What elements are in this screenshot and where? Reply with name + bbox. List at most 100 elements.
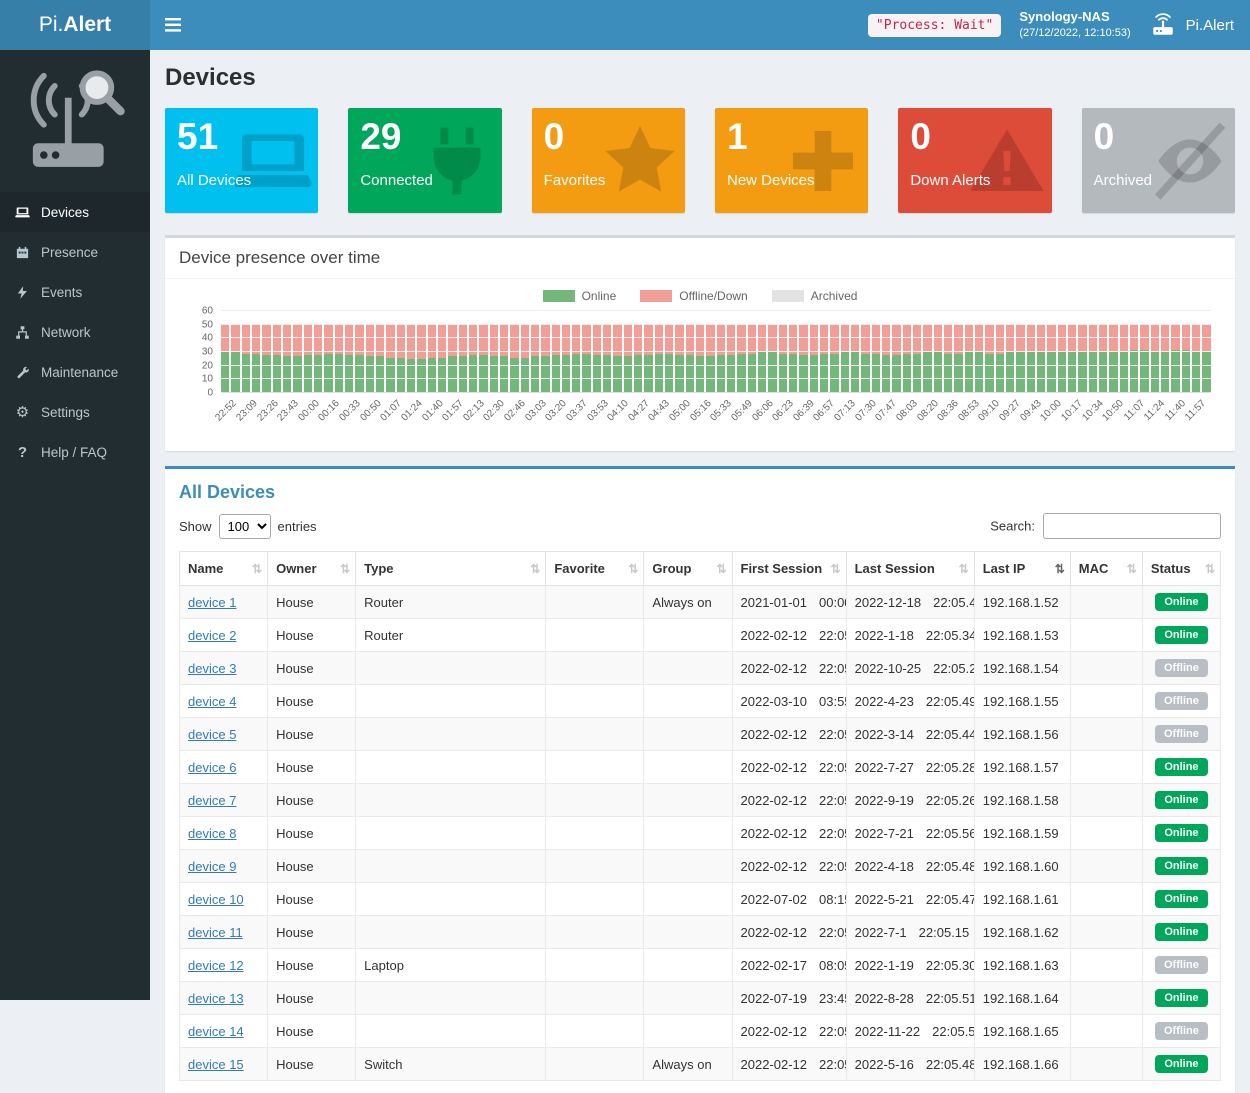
column-header-favorite[interactable]: Favorite⇅ — [546, 552, 644, 586]
device-link[interactable]: device 5 — [188, 727, 236, 742]
sidebar-item-events[interactable]: Events — [0, 272, 150, 312]
chart-bar — [1161, 324, 1169, 392]
chart-bar — [1120, 324, 1128, 392]
mac-cell — [1070, 685, 1142, 718]
column-header-type[interactable]: Type⇅ — [356, 552, 546, 586]
chart-bar — [1192, 324, 1200, 392]
sidebar-item-settings[interactable]: ⚙Settings — [0, 392, 150, 432]
table-row: device 3House2022-02-1222:052022-10-2522… — [180, 652, 1221, 685]
favorite-cell — [546, 586, 644, 619]
type-cell — [356, 1015, 546, 1048]
type-cell: Router — [356, 586, 546, 619]
device-link[interactable]: device 10 — [188, 892, 244, 907]
page-title: Devices — [165, 64, 1235, 92]
status-badge: Online — [1155, 824, 1207, 842]
summary-box-label: Favorites — [544, 172, 673, 189]
device-link[interactable]: device 9 — [188, 859, 236, 874]
type-cell — [356, 751, 546, 784]
device-link[interactable]: device 8 — [188, 826, 236, 841]
brand-logo[interactable]: Pi.Alert — [0, 0, 150, 50]
group-cell — [644, 850, 732, 883]
owner-cell: House — [268, 751, 356, 784]
favorite-cell — [546, 619, 644, 652]
legend-item-archived[interactable]: Archived — [772, 289, 858, 303]
table-search-input[interactable] — [1043, 513, 1221, 539]
chart-bar — [934, 324, 942, 392]
legend-item-online[interactable]: Online — [543, 289, 617, 303]
group-cell — [644, 883, 732, 916]
sidebar-item-presence[interactable]: Presence — [0, 232, 150, 272]
device-link[interactable]: device 15 — [188, 1057, 244, 1072]
column-header-first-session[interactable]: First Session⇅ — [732, 552, 846, 586]
device-link[interactable]: device 12 — [188, 958, 244, 973]
sidebar-item-maintenance[interactable]: Maintenance — [0, 352, 150, 392]
table-row: device 7House2022-02-1222:052022-9-1922:… — [180, 784, 1221, 817]
device-link[interactable]: device 13 — [188, 991, 244, 1006]
table-row: device 5House2022-02-1222:052022-3-1422:… — [180, 718, 1221, 751]
legend-item-offline-down[interactable]: Offline/Down — [640, 289, 747, 303]
device-link[interactable]: device 3 — [188, 661, 236, 676]
chart-bar — [655, 324, 663, 392]
sidebar-item-devices[interactable]: Devices — [0, 192, 150, 232]
column-header-status[interactable]: Status⇅ — [1142, 552, 1220, 586]
chart-bar — [345, 324, 353, 392]
sidebar-toggle-button[interactable] — [150, 0, 196, 50]
favorite-cell — [546, 751, 644, 784]
sort-icon: ⇅ — [1055, 562, 1065, 576]
sidebar-item-network[interactable]: Network — [0, 312, 150, 352]
chart-bar — [1006, 324, 1014, 392]
chart-bar — [644, 324, 652, 392]
chart-bar — [293, 324, 301, 392]
legend-swatch — [640, 290, 672, 302]
sort-icon: ⇅ — [831, 562, 841, 576]
chart-bar — [490, 324, 498, 392]
chart-bar — [593, 324, 601, 392]
column-header-last-ip[interactable]: Last IP⇅ — [974, 552, 1070, 586]
mac-cell — [1070, 850, 1142, 883]
chart-bar — [366, 324, 374, 392]
chart-bar — [521, 324, 529, 392]
last-ip-cell: 192.168.1.64 — [974, 982, 1070, 1015]
gridline — [221, 310, 1211, 311]
chart-bar — [985, 324, 993, 392]
owner-cell: House — [268, 652, 356, 685]
calendar-icon — [14, 244, 31, 260]
sidebar-item-label: Presence — [41, 245, 98, 260]
chart-bar — [500, 324, 508, 392]
type-cell — [356, 685, 546, 718]
device-link[interactable]: device 11 — [188, 925, 243, 940]
brand-prefix: Pi. — [39, 13, 64, 37]
sort-icon: ⇅ — [716, 562, 726, 576]
device-link[interactable]: device 14 — [188, 1024, 244, 1039]
column-header-last-session[interactable]: Last Session⇅ — [846, 552, 974, 586]
page-length-select[interactable]: 100 — [219, 514, 271, 539]
status-badge: Online — [1155, 1055, 1207, 1073]
device-link[interactable]: device 2 — [188, 628, 236, 643]
sidebar-item-help-faq[interactable]: ?Help / FAQ — [0, 432, 150, 472]
app-badge[interactable]: Pi.Alert — [1149, 12, 1234, 38]
column-header-name[interactable]: Name⇅ — [180, 552, 268, 586]
device-link[interactable]: device 1 — [188, 595, 236, 610]
device-link[interactable]: device 6 — [188, 760, 236, 775]
column-header-owner[interactable]: Owner⇅ — [268, 552, 356, 586]
group-cell — [644, 949, 732, 982]
favorite-cell — [546, 982, 644, 1015]
name-cell: device 7 — [180, 784, 268, 817]
chart-bar — [1130, 324, 1138, 392]
column-header-mac[interactable]: MAC⇅ — [1070, 552, 1142, 586]
status-badge: Online — [1155, 989, 1207, 1007]
device-link[interactable]: device 4 — [188, 694, 236, 709]
device-link[interactable]: device 7 — [188, 793, 236, 808]
column-header-group[interactable]: Group⇅ — [644, 552, 732, 586]
